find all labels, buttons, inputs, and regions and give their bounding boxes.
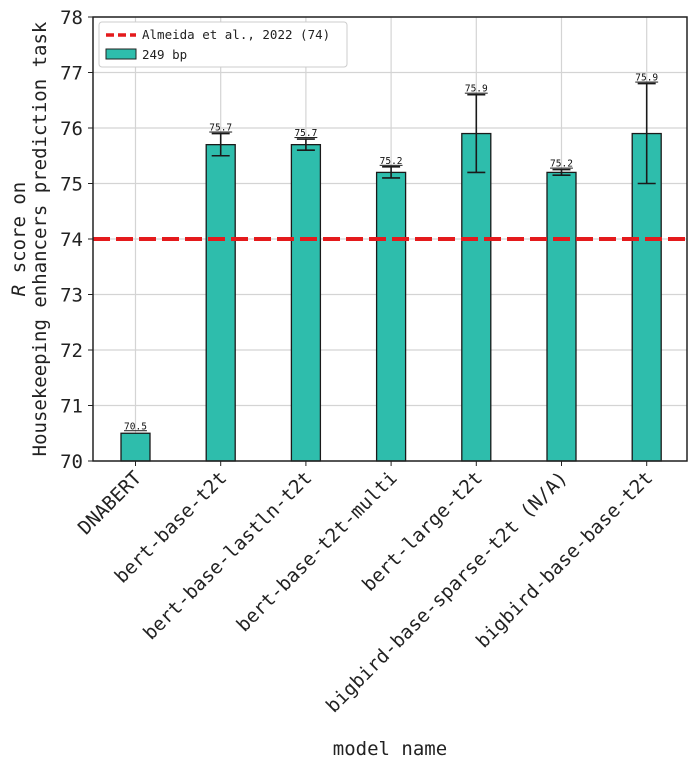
y-axis-label-rest: score on xyxy=(8,182,30,285)
x-tick-labels: DNABERTbert-base-t2tbert-base-lastln-t2t… xyxy=(74,461,657,717)
y-tick-label: 77 xyxy=(60,63,83,85)
data-labels: 70.5 75.7 75.7 75.2 75.9 75.2 75.9 xyxy=(124,73,658,433)
bar xyxy=(546,171,577,462)
y-axis-label-line2: Housekeeping enhancers prediction task xyxy=(29,21,51,456)
legend-bar-swatch xyxy=(105,48,137,60)
data-label: 75.7 xyxy=(209,123,232,134)
x-tick-label: bert-base-t2t-multi xyxy=(232,467,401,636)
data-label: 75.2 xyxy=(550,159,573,170)
y-tick-label: 71 xyxy=(60,396,83,418)
data-label: 75.7 xyxy=(294,128,317,139)
bar xyxy=(290,143,322,462)
legend-label-series: 249 bp xyxy=(142,47,187,62)
error-bars xyxy=(211,82,656,185)
x-tick-label: DNABERT xyxy=(74,467,146,539)
x-tick-label: bert-base-lastln-t2t xyxy=(139,467,316,644)
legend-box xyxy=(98,21,348,68)
data-label: 75.2 xyxy=(380,156,403,167)
y-tick-label: 76 xyxy=(60,118,83,140)
data-label: 75.9 xyxy=(465,84,488,95)
y-tick-label: 72 xyxy=(60,340,83,362)
y-axis-label-line1: R score on xyxy=(8,182,30,296)
bar xyxy=(375,171,407,462)
y-tick-label: 74 xyxy=(60,229,83,251)
y-tick-label: 75 xyxy=(60,174,83,196)
bar xyxy=(461,132,492,462)
y-tick-label: 73 xyxy=(60,285,83,307)
legend-label-reference: Almeida et al., 2022 (74) xyxy=(142,27,330,42)
bar xyxy=(205,143,236,462)
bar xyxy=(120,432,151,462)
legend: Almeida et al., 2022 (74) 249 bp xyxy=(98,21,348,68)
bars xyxy=(120,132,662,462)
y-axis-label-italic: R xyxy=(8,285,30,296)
data-label: 75.9 xyxy=(635,73,658,84)
x-axis-label: model name xyxy=(333,738,447,760)
y-tick-label: 78 xyxy=(60,7,83,29)
x-tick-label: bigbird-base-base-t2t xyxy=(472,467,657,652)
data-label: 70.5 xyxy=(124,421,147,432)
y-tick-label: 70 xyxy=(60,451,83,473)
y-tick-labels: 70 71 72 73 74 75 76 77 78 xyxy=(60,7,93,473)
